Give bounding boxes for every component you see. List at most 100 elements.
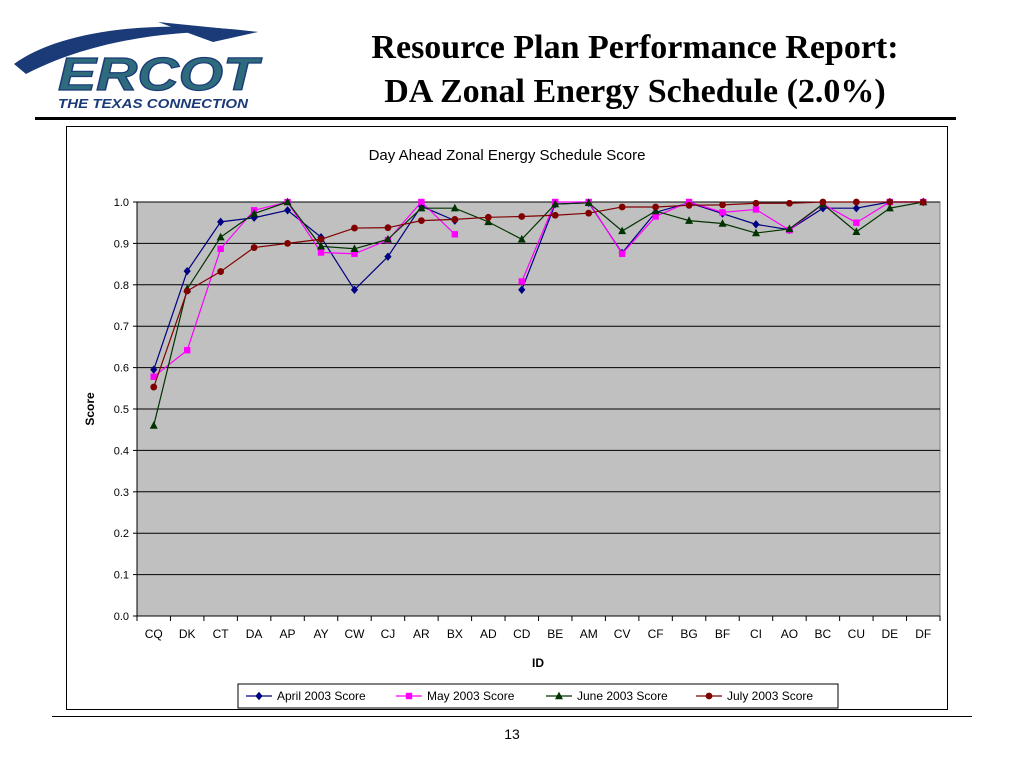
y-tick-label: 0.9 — [114, 238, 129, 250]
x-tick-label: AO — [781, 627, 798, 641]
x-tick-label: CU — [848, 627, 865, 641]
data-point — [418, 198, 425, 206]
data-point — [618, 203, 626, 211]
data-point — [183, 266, 191, 276]
y-axis-title: Score — [83, 392, 97, 426]
x-tick-label: CT — [213, 627, 230, 641]
data-point — [484, 217, 493, 226]
y-tick-label: 0.3 — [114, 487, 129, 499]
x-tick-label: CV — [614, 627, 631, 641]
data-point — [217, 268, 225, 275]
x-tick-label: BC — [815, 627, 832, 641]
data-point — [853, 219, 860, 226]
y-tick-label: 0.8 — [114, 280, 129, 292]
data-point — [885, 203, 894, 212]
data-point — [551, 199, 560, 208]
x-tick-label: CF — [648, 627, 664, 641]
data-point — [250, 244, 258, 251]
data-point — [317, 235, 325, 243]
x-tick-label: DE — [881, 627, 898, 641]
data-point — [751, 228, 760, 237]
slide-title-line-2: DA Zonal Energy Schedule (2.0%) — [384, 73, 886, 110]
data-point — [518, 285, 526, 294]
data-point — [351, 250, 358, 257]
data-point — [819, 198, 827, 206]
x-axis-title: ID — [532, 656, 544, 670]
x-tick-label: BX — [447, 627, 463, 641]
logo-swoosh — [14, 26, 258, 74]
data-point — [150, 383, 158, 391]
logo-wordmark: ERCOT — [58, 48, 263, 100]
series-line — [153, 201, 456, 378]
y-tick-label: 0.1 — [114, 570, 129, 582]
score-line-chart: Day Ahead Zonal Energy Schedule Score Sc… — [83, 147, 941, 709]
data-point — [317, 249, 325, 256]
data-point — [685, 201, 693, 209]
data-point — [719, 201, 726, 209]
data-point — [351, 224, 358, 232]
legend-marker — [555, 691, 563, 700]
data-point — [652, 203, 660, 211]
page-number: 13 — [504, 726, 520, 742]
x-tick-label: CI — [750, 627, 762, 641]
x-tick-label: BE — [547, 627, 563, 641]
data-point — [217, 245, 224, 252]
data-point — [417, 217, 425, 225]
data-point — [484, 213, 492, 221]
x-tick-label: AD — [480, 627, 497, 641]
legend-label: July 2003 Score — [727, 689, 813, 703]
data-point — [852, 198, 860, 206]
x-tick-label: AP — [280, 627, 296, 641]
data-point — [652, 213, 659, 220]
data-point — [284, 240, 291, 247]
chart-title: Day Ahead Zonal Energy Schedule Score — [369, 147, 646, 164]
data-point — [451, 231, 459, 238]
legend-marker — [255, 691, 263, 701]
legend-box — [237, 683, 839, 709]
data-point — [150, 365, 158, 374]
logo-swoosh-arrow — [158, 22, 258, 42]
data-point — [517, 234, 526, 243]
data-point — [852, 227, 861, 236]
series-line — [153, 201, 924, 426]
data-point — [250, 209, 259, 217]
data-point — [150, 373, 157, 380]
x-tick-label: BG — [680, 627, 697, 641]
data-point — [384, 252, 392, 261]
data-point — [518, 213, 526, 220]
data-point — [149, 421, 158, 429]
x-tick-label: DK — [179, 627, 196, 641]
title-divider — [35, 117, 956, 120]
data-point — [350, 244, 359, 252]
plot-area: 0.0 0.1 0.2 0.3 0.4 0.5 0.6 0.7 0.8 0.9 1.0 CQ DK CT D… — [114, 197, 941, 641]
data-point — [518, 278, 525, 285]
data-point — [618, 250, 626, 257]
data-point — [283, 197, 292, 206]
data-point — [585, 209, 593, 217]
x-tick-label: AM — [580, 627, 598, 641]
footer-divider — [52, 716, 972, 717]
legend-label: April 2003 Score — [277, 689, 366, 703]
legend-label: June 2003 Score — [577, 689, 668, 703]
x-tick-label: AY — [313, 627, 328, 641]
data-point — [317, 241, 326, 250]
data-point — [451, 215, 459, 223]
data-point — [685, 216, 694, 224]
x-tick-label: DA — [246, 627, 263, 641]
data-point — [919, 198, 927, 206]
data-point — [283, 206, 292, 215]
data-point — [383, 234, 392, 243]
data-point — [651, 206, 660, 215]
x-tick-label: CD — [513, 627, 531, 641]
legend: April 2003 Score May 2003 Score June 2003 … — [237, 683, 839, 709]
data-point — [584, 198, 593, 207]
x-tick-label: DF — [915, 627, 931, 641]
data-point — [216, 232, 225, 241]
data-point — [618, 226, 627, 235]
slide-title: Resource Plan Performance Report: DA Zon… — [290, 26, 980, 114]
ercot-logo: ERCOT THE TEXAS CONNECTION — [14, 22, 263, 111]
x-tick-label: AR — [413, 627, 430, 641]
legend-label: May 2003 Score — [427, 689, 515, 703]
y-tick-label: 0.7 — [114, 321, 129, 333]
data-point — [786, 199, 793, 207]
